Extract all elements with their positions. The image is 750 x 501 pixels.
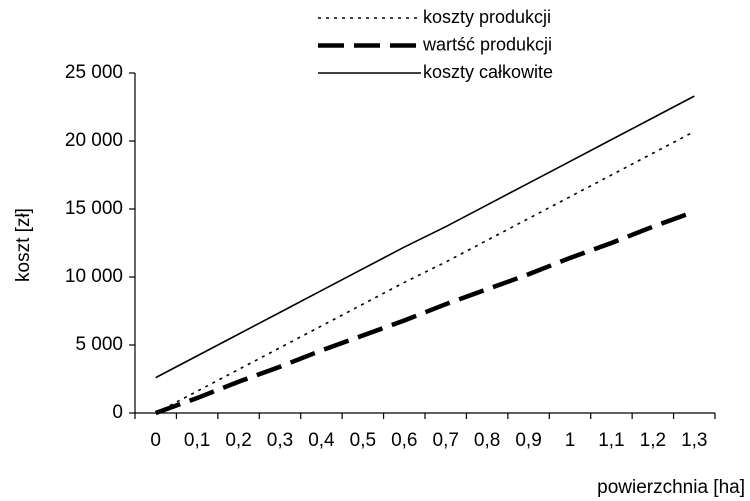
x-tick-label: 1,3 (681, 430, 707, 451)
series-line (155, 130, 695, 414)
x-tick-label: 0,6 (391, 430, 417, 451)
x-tick-label: 0 (150, 430, 161, 451)
x-tick-label: 0,3 (267, 430, 293, 451)
y-tick-label: 5 000 (75, 334, 123, 355)
y-tick-label: 0 (112, 402, 123, 423)
y-axis-title: koszt [zł] (13, 208, 34, 282)
legend-label: wartść produkcji (422, 34, 552, 54)
series-line (154, 209, 696, 416)
x-tick-label: 1 (565, 430, 576, 451)
x-tick-label: 0,5 (350, 430, 376, 451)
legend-label: koszty produkcji (423, 7, 551, 27)
y-tick-label: 15 000 (65, 198, 123, 219)
y-tick-label: 10 000 (65, 266, 123, 287)
legend-label: koszty całkowite (423, 62, 553, 82)
x-tick-label: 0,9 (515, 430, 541, 451)
x-tick-label: 0,8 (474, 430, 500, 451)
x-tick-label: 1,2 (640, 430, 666, 451)
x-tick-label: 0,2 (225, 430, 251, 451)
x-axis-title: powierzchnia [ha] (597, 477, 745, 498)
y-tick-label: 20 000 (65, 130, 123, 151)
x-tick-label: 0,7 (433, 430, 459, 451)
y-tick-label: 25 000 (65, 62, 123, 83)
x-tick-label: 0,1 (184, 430, 210, 451)
x-tick-label: 1,1 (598, 430, 624, 451)
series-line (155, 95, 695, 379)
x-tick-label: 0,4 (308, 430, 335, 451)
